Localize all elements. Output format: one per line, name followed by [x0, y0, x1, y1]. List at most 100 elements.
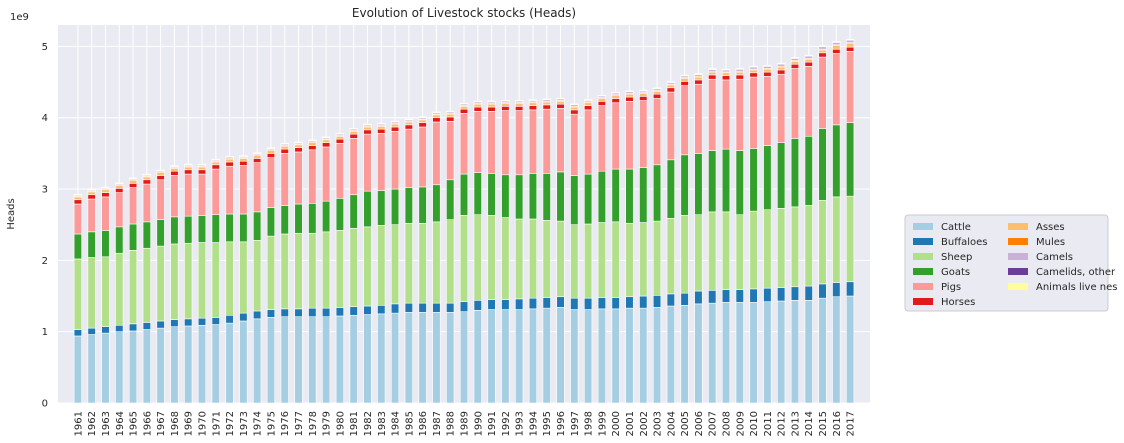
x-tick-label: 1985 [404, 411, 415, 436]
y-axis-ticks: 0 1 2 3 4 5 [42, 42, 48, 410]
x-tick-label: 2007 [708, 411, 719, 436]
bar-segment [570, 106, 579, 111]
bar-segment [542, 108, 551, 174]
x-tick-label: 2004 [666, 411, 677, 436]
bar-segment [115, 324, 124, 332]
x-tick-label: 1999 [597, 411, 608, 436]
bar-segment [832, 42, 841, 46]
bar-segment [115, 185, 124, 189]
bar-segment [584, 102, 593, 106]
bar-segment [322, 316, 331, 404]
bar-segment [556, 103, 565, 109]
bar-segment [652, 91, 662, 95]
bar-segment [542, 104, 551, 110]
bar-segment [446, 179, 455, 221]
bar-segment [694, 76, 703, 81]
bar-segment [363, 133, 372, 192]
bar-segment [446, 312, 455, 404]
bar-segment [625, 93, 634, 98]
bar-segment [418, 186, 427, 224]
bar-segment [666, 293, 675, 307]
x-tick-label: 1968 [170, 411, 181, 436]
bar-segment [832, 282, 841, 298]
x-tick-label: 2014 [804, 411, 815, 436]
bar-segment [87, 257, 96, 329]
bar-segment [777, 66, 786, 71]
x-tick-label: 1980 [335, 411, 346, 436]
y-tick-label: 5 [42, 42, 48, 53]
bar-segment [611, 297, 620, 310]
bar-segment [542, 220, 551, 298]
bar-segment [322, 307, 331, 318]
x-tick-label: 1973 [239, 411, 250, 436]
bar-segment [556, 101, 565, 105]
bar-segment [446, 116, 455, 122]
bar-segment [322, 146, 331, 202]
bar-segment [542, 173, 551, 221]
bar-segment [266, 153, 276, 158]
bar-segment [418, 122, 427, 128]
bar-segment [818, 49, 827, 54]
bar-segment [804, 205, 813, 287]
bar-segment [777, 300, 786, 404]
bar-segment [473, 172, 482, 216]
legend-item: Animals live nes [1008, 282, 1118, 293]
bar-segment [432, 184, 441, 223]
x-tick-label: 1974 [253, 411, 264, 436]
bar-segment [652, 164, 662, 222]
bar-segment [804, 55, 813, 59]
bar-segment [639, 307, 648, 404]
bar-segment [294, 232, 303, 310]
bar-segment [542, 307, 551, 404]
bar-segment [294, 151, 303, 205]
x-tick-label: 1993 [515, 411, 526, 436]
bar-segment [790, 286, 800, 301]
legend-swatch [1008, 253, 1028, 260]
bar-segment [818, 56, 827, 129]
bar-segment [128, 323, 138, 332]
bar-segment [804, 58, 813, 63]
x-tick-label: 2003 [653, 411, 664, 436]
bar-segment [487, 106, 496, 112]
bar-segment [846, 43, 855, 48]
bar-segment [639, 222, 648, 297]
bar-segment [473, 214, 482, 301]
bar-segment [390, 224, 400, 305]
bar-segment [515, 174, 524, 220]
bar-segment [239, 158, 248, 162]
x-tick-label: 2011 [763, 411, 774, 436]
bar-segment [432, 302, 441, 313]
bar-segment [721, 79, 731, 150]
bar-segment [156, 327, 165, 404]
bar-segment [611, 221, 620, 298]
x-tick-label: 1991 [487, 411, 498, 436]
bar-segment [694, 83, 703, 154]
bar-segment [142, 179, 151, 185]
bar-segment [418, 222, 427, 304]
x-tick-label: 2013 [790, 411, 801, 436]
bar-segment [128, 330, 138, 404]
bar-segment [528, 308, 538, 404]
bar-segment [184, 169, 193, 175]
bar-segment [749, 148, 758, 212]
bar-segment [611, 102, 620, 170]
bar-segment [487, 103, 496, 108]
bar-segment [790, 58, 800, 61]
bar-segment [377, 225, 386, 306]
bar-segment [349, 133, 358, 139]
legend-label: Asses [1036, 222, 1065, 233]
bar-segment [335, 230, 344, 308]
bar-segment [694, 214, 703, 292]
bar-segment [763, 76, 772, 146]
bar-segment [611, 308, 620, 404]
bar-segment [197, 242, 207, 319]
bar-segment [680, 81, 689, 86]
bar-segment [280, 205, 289, 235]
x-tick-label: 1969 [184, 411, 195, 436]
x-tick-label: 1992 [501, 411, 512, 436]
legend-swatch [913, 268, 933, 275]
bar-segment [721, 302, 731, 404]
bar-segment [363, 226, 372, 307]
